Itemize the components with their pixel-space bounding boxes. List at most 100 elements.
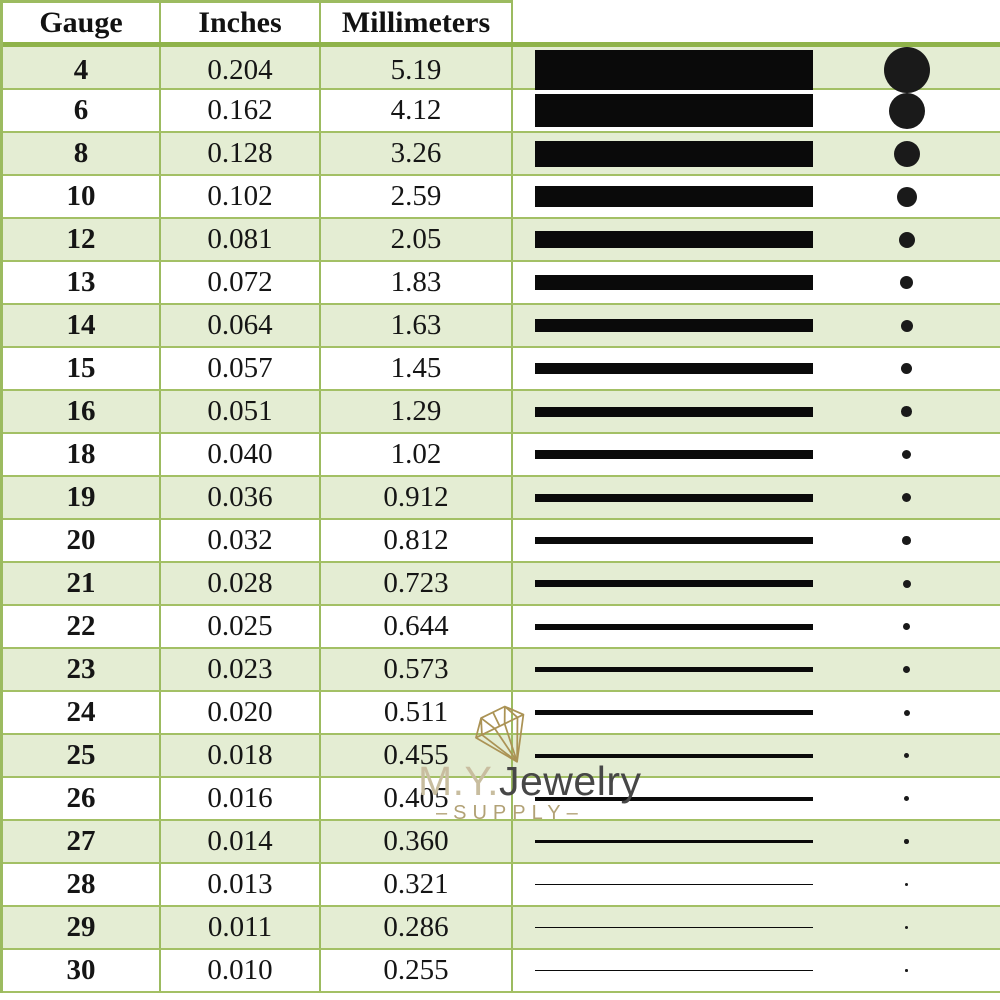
mm-cell: 3.26 (321, 133, 513, 174)
wire-bar (535, 883, 813, 886)
wire-dot (904, 796, 909, 801)
wire-thickness-cell (513, 907, 813, 948)
wire-dot (901, 449, 912, 460)
inches-cell: 0.162 (161, 90, 321, 131)
gauge-cell: 16 (3, 391, 161, 432)
wire-cross-section-cell (813, 348, 1000, 389)
wire-dot (896, 186, 917, 207)
wire-thickness-cell (513, 305, 813, 346)
wire-dot (904, 882, 909, 887)
header-millimeters: Millimeters (321, 0, 513, 42)
wire-thickness-cell (513, 649, 813, 690)
wire-dot (898, 231, 915, 248)
table-row: 22 0.025 0.644 (3, 606, 1000, 649)
wire-thickness-cell (513, 348, 813, 389)
gauge-cell: 15 (3, 348, 161, 389)
mm-cell: 0.573 (321, 649, 513, 690)
gauge-cell: 19 (3, 477, 161, 518)
wire-cross-section-cell (813, 305, 1000, 346)
mm-cell: 1.29 (321, 391, 513, 432)
gauge-cell: 27 (3, 821, 161, 862)
wire-cross-section-cell (813, 477, 1000, 518)
wire-bar (535, 796, 813, 801)
inches-cell: 0.064 (161, 305, 321, 346)
wire-dot (901, 363, 912, 374)
inches-cell: 0.081 (161, 219, 321, 260)
wire-bar (535, 275, 813, 290)
wire-cross-section-cell (813, 133, 1000, 174)
mm-cell: 0.912 (321, 477, 513, 518)
wire-thickness-cell (513, 434, 813, 475)
inches-cell: 0.032 (161, 520, 321, 561)
inches-cell: 0.051 (161, 391, 321, 432)
wire-dot (893, 140, 920, 167)
wire-thickness-cell (513, 176, 813, 217)
wire-dot (905, 969, 908, 972)
wire-dot (902, 622, 911, 631)
wire-cross-section-cell (813, 520, 1000, 561)
wire-cross-section-cell (813, 391, 1000, 432)
wire-dot (903, 709, 910, 716)
gauge-cell: 21 (3, 563, 161, 604)
gauge-cell: 23 (3, 649, 161, 690)
table-rows: 4 0.204 5.19 6 0.162 4.12 8 0.128 3.26 (3, 47, 1000, 993)
table-row: 27 0.014 0.360 (3, 821, 1000, 864)
inches-cell: 0.072 (161, 262, 321, 303)
inches-cell: 0.102 (161, 176, 321, 217)
mm-cell: 0.511 (321, 692, 513, 733)
mm-cell: 0.455 (321, 735, 513, 776)
table-row: 13 0.072 1.83 (3, 262, 1000, 305)
inches-cell: 0.128 (161, 133, 321, 174)
table-row: 18 0.040 1.02 (3, 434, 1000, 477)
wire-cross-section-cell (813, 864, 1000, 905)
header-inches: Inches (161, 0, 321, 42)
wire-bar (535, 493, 813, 502)
gauge-cell: 22 (3, 606, 161, 647)
wire-bar (535, 140, 813, 167)
mm-cell: 0.255 (321, 950, 513, 991)
mm-cell: 1.63 (321, 305, 513, 346)
wire-cross-section-cell (813, 950, 1000, 991)
wire-thickness-cell (513, 520, 813, 561)
wire-dot (904, 839, 909, 844)
wire-thickness-cell (513, 262, 813, 303)
wire-bar (535, 186, 813, 207)
mm-cell: 0.286 (321, 907, 513, 948)
table-row: 24 0.020 0.511 (3, 692, 1000, 735)
mm-cell: 1.83 (321, 262, 513, 303)
table-row: 4 0.204 5.19 (3, 47, 1000, 93)
table-row: 14 0.064 1.63 (3, 305, 1000, 348)
mm-cell: 0.405 (321, 778, 513, 819)
table-header-row: Gauge Inches Millimeters (3, 0, 1000, 47)
inches-cell: 0.011 (161, 907, 321, 948)
table-row: 25 0.018 0.455 (3, 735, 1000, 778)
mm-cell: 0.723 (321, 563, 513, 604)
inches-cell: 0.057 (161, 348, 321, 389)
wire-bar (535, 580, 813, 587)
wire-cross-section-cell (813, 434, 1000, 475)
wire-cross-section-cell (813, 176, 1000, 217)
table-row: 26 0.016 0.405 (3, 778, 1000, 821)
gauge-cell: 10 (3, 176, 161, 217)
wire-dot (902, 493, 911, 502)
wire-bar (535, 362, 813, 375)
table-row: 6 0.162 4.12 (3, 90, 1000, 133)
wire-cross-section-cell (813, 907, 1000, 948)
wire-cross-section-cell (813, 90, 1000, 131)
wire-thickness-cell (513, 606, 813, 647)
gauge-cell: 29 (3, 907, 161, 948)
gauge-cell: 28 (3, 864, 161, 905)
inches-cell: 0.023 (161, 649, 321, 690)
mm-cell: 1.02 (321, 434, 513, 475)
table-row: 23 0.023 0.573 (3, 649, 1000, 692)
gauge-cell: 13 (3, 262, 161, 303)
wire-bar (535, 969, 813, 972)
wire-cross-section-cell (813, 821, 1000, 862)
wire-bar (535, 926, 813, 929)
wire-dot (905, 926, 908, 929)
wire-bar (535, 839, 813, 844)
table-row: 21 0.028 0.723 (3, 563, 1000, 606)
table-row: 10 0.102 2.59 (3, 176, 1000, 219)
wire-thickness-cell (513, 821, 813, 862)
